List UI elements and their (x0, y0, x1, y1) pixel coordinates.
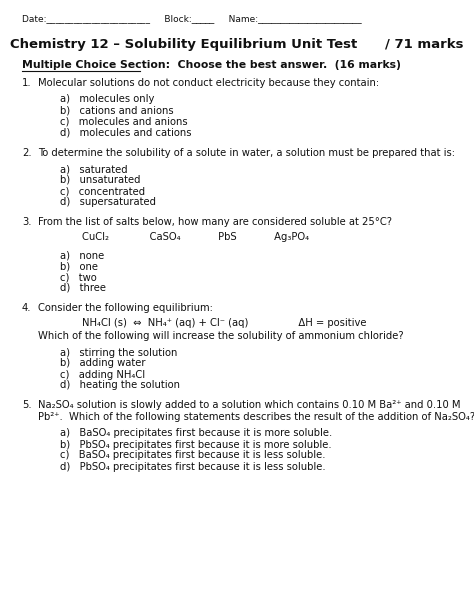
Text: Date:_______________________     Block:_____     Name:_______________________: Date:_______________________ Block:_____… (22, 14, 362, 23)
Text: Consider the following equilibrium:: Consider the following equilibrium: (38, 303, 213, 313)
Text: a)   stirring the solution: a) stirring the solution (60, 348, 177, 357)
Text: b)   one: b) one (60, 261, 98, 271)
Text: 3.: 3. (22, 217, 31, 227)
Text: NH₄Cl (s)  ⇔  NH₄⁺ (aq) + Cl⁻ (aq)                ΔH = positive: NH₄Cl (s) ⇔ NH₄⁺ (aq) + Cl⁻ (aq) ΔH = po… (82, 318, 366, 327)
Text: a)   BaSO₄ precipitates first because it is more soluble.: a) BaSO₄ precipitates first because it i… (60, 428, 332, 438)
Text: Which of the following will increase the solubility of ammonium chloride?: Which of the following will increase the… (38, 331, 404, 341)
Text: d)   three: d) three (60, 283, 106, 293)
Text: d)   heating the solution: d) heating the solution (60, 381, 180, 390)
Text: c)   two: c) two (60, 272, 97, 282)
Text: Na₂SO₄ solution is slowly added to a solution which contains 0.10 M Ba²⁺ and 0.1: Na₂SO₄ solution is slowly added to a sol… (38, 400, 461, 411)
Text: c)   concentrated: c) concentrated (60, 186, 145, 196)
Text: 5.: 5. (22, 400, 32, 411)
Text: 2.: 2. (22, 148, 32, 158)
Text: b)   adding water: b) adding water (60, 359, 146, 368)
Text: CuCl₂             CaSO₄            PbS            Ag₃PO₄: CuCl₂ CaSO₄ PbS Ag₃PO₄ (82, 232, 309, 242)
Text: c)   BaSO₄ precipitates first because it is less soluble.: c) BaSO₄ precipitates first because it i… (60, 451, 326, 460)
Text: a)   molecules only: a) molecules only (60, 94, 155, 104)
Text: 1.: 1. (22, 78, 32, 88)
Text: To determine the solubility of a solute in water, a solution must be prepared th: To determine the solubility of a solute … (38, 148, 455, 158)
Text: c)   molecules and anions: c) molecules and anions (60, 116, 188, 126)
Text: Molecular solutions do not conduct electricity because they contain:: Molecular solutions do not conduct elect… (38, 78, 379, 88)
Text: Multiple Choice Section:  Choose the best answer.  (16 marks): Multiple Choice Section: Choose the best… (22, 60, 401, 70)
Text: b)   unsaturated: b) unsaturated (60, 175, 140, 185)
Text: b)   PbSO₄ precipitates first because it is more soluble.: b) PbSO₄ precipitates first because it i… (60, 440, 332, 449)
Text: c)   adding NH₄Cl: c) adding NH₄Cl (60, 370, 145, 379)
Text: From the list of salts below, how many are considered soluble at 25°C?: From the list of salts below, how many a… (38, 217, 392, 227)
Text: Chemistry 12 – Solubility Equilibrium Unit Test      / 71 marks: Chemistry 12 – Solubility Equilibrium Un… (10, 38, 464, 51)
Text: Pb²⁺.  Which of the following statements describes the result of the addition of: Pb²⁺. Which of the following statements … (38, 412, 474, 422)
Text: d)   molecules and cations: d) molecules and cations (60, 128, 191, 137)
Text: d)   PbSO₄ precipitates first because it is less soluble.: d) PbSO₄ precipitates first because it i… (60, 462, 326, 471)
Text: a)   none: a) none (60, 250, 104, 260)
Text: d)   supersaturated: d) supersaturated (60, 197, 156, 207)
Text: a)   saturated: a) saturated (60, 164, 128, 174)
Text: b)   cations and anions: b) cations and anions (60, 105, 173, 115)
Text: 4.: 4. (22, 303, 31, 313)
